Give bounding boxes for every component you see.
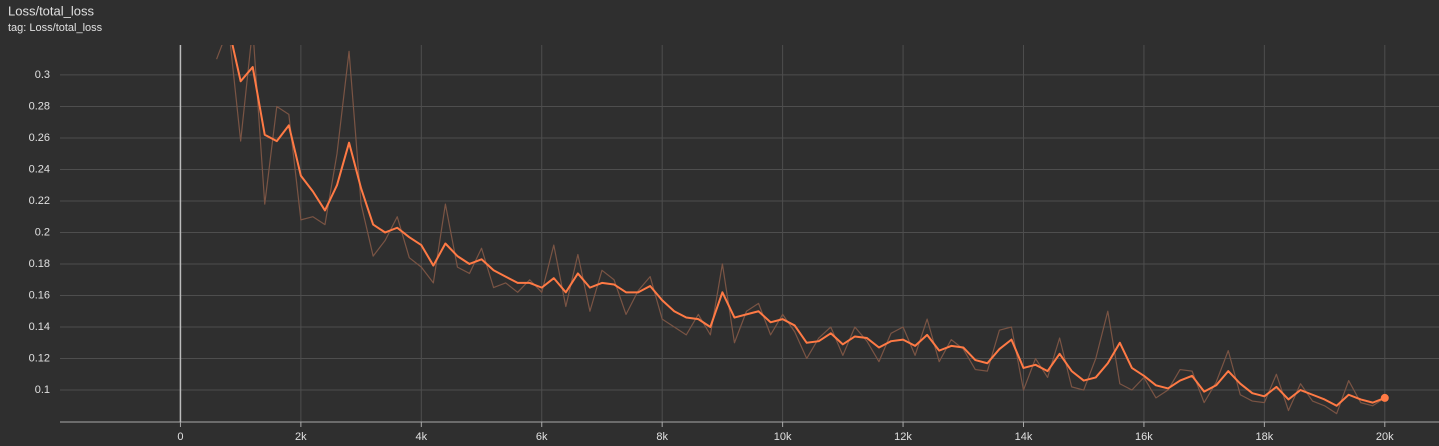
x-tick-label: 0 [177,431,183,443]
x-tick-label: 6k [536,431,548,443]
plot-area [216,45,1389,415]
x-tick-label: 8k [656,431,668,443]
y-tick-label: 0.28 [29,100,50,112]
series-line [231,45,1386,407]
y-tick-label: 0.18 [29,258,50,270]
series-line [216,45,1386,415]
x-tick-label: 2k [295,431,307,443]
y-tick-label: 0.12 [29,352,50,364]
y-tick-label: 0.22 [29,195,50,207]
y-tick-label: 0.14 [29,321,50,333]
y-tick-label: 0.2 [35,226,50,238]
y-tick-label: 0.1 [35,384,50,396]
chart-title: Loss/total_loss [8,3,94,18]
x-tick-label: 10k [774,431,792,443]
x-tick-label: 18k [1255,431,1273,443]
y-tick-label: 0.26 [29,132,50,144]
y-tick-label: 0.16 [29,289,50,301]
x-tick-label: 12k [894,431,912,443]
chart-subtitle: tag: Loss/total_loss [8,22,103,34]
y-tick-label: 0.24 [29,163,50,175]
x-tick-label: 4k [415,431,427,443]
x-tick-label: 14k [1015,431,1033,443]
x-tick-label: 20k [1376,431,1394,443]
last-point [1380,393,1389,402]
x-tick-label: 16k [1135,431,1153,443]
y-tick-label: 0.3 [35,69,50,81]
